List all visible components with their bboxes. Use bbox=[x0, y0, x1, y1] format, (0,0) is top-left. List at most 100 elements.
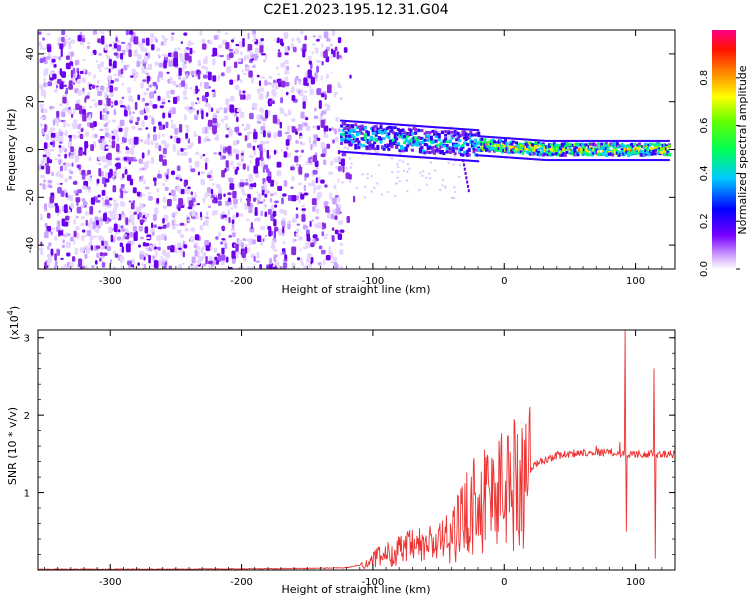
heatmap-cell bbox=[440, 149, 444, 153]
heatmap-cell bbox=[428, 151, 432, 155]
heatmap-cell bbox=[475, 148, 479, 152]
heatmap-cell bbox=[637, 142, 641, 146]
heatmap-cell bbox=[530, 138, 533, 141]
heatmap-cell bbox=[337, 37, 342, 44]
heatmap-cell bbox=[235, 43, 240, 47]
heatmap-cell bbox=[184, 115, 187, 121]
heatmap-cell bbox=[647, 159, 650, 162]
heatmap-cell bbox=[631, 159, 634, 162]
heatmap-cell bbox=[393, 132, 397, 136]
heatmap-cell bbox=[344, 140, 348, 144]
heatmap-cell bbox=[212, 58, 216, 66]
heatmap-cell bbox=[445, 158, 448, 161]
heatmap-cell bbox=[280, 62, 286, 68]
heatmap-cell bbox=[329, 192, 332, 200]
heatmap-cell bbox=[581, 153, 585, 157]
heatmap-cell bbox=[202, 251, 206, 258]
heatmap-cell bbox=[247, 44, 253, 51]
heatmap-cell bbox=[205, 112, 209, 117]
heatmap-cell bbox=[459, 145, 463, 149]
heatmap-cell bbox=[579, 159, 582, 162]
heatmap-cell bbox=[161, 101, 166, 105]
heatmap-cell bbox=[371, 128, 375, 132]
heatmap-cell bbox=[573, 139, 576, 142]
heatmap-cell bbox=[385, 122, 388, 125]
heatmap-cell bbox=[450, 126, 453, 129]
heatmap-cell bbox=[203, 137, 207, 143]
heatmap-cell bbox=[537, 141, 541, 145]
heatmap-cell bbox=[128, 98, 134, 102]
heatmap-cell bbox=[530, 146, 534, 150]
heatmap-cell bbox=[494, 136, 497, 139]
heatmap-cell bbox=[298, 236, 303, 241]
heatmap-cell bbox=[128, 49, 132, 58]
heatmap-cell bbox=[316, 88, 322, 96]
heatmap-cell bbox=[144, 115, 148, 120]
heatmap-cell bbox=[663, 144, 667, 148]
x-tick-label: -200 bbox=[230, 276, 253, 287]
heatmap-cell bbox=[461, 145, 465, 149]
heatmap-cell bbox=[362, 127, 366, 131]
heatmap-cell bbox=[444, 137, 448, 141]
heatmap-cell bbox=[170, 135, 173, 139]
heatmap-cell bbox=[411, 148, 415, 152]
heatmap-cell bbox=[176, 185, 181, 191]
heatmap-cell bbox=[406, 124, 409, 127]
heatmap-cell bbox=[179, 234, 185, 238]
heatmap-cell bbox=[121, 211, 125, 215]
heatmap-cell bbox=[634, 159, 637, 162]
heatmap-cell bbox=[458, 147, 462, 151]
heatmap-cell bbox=[382, 137, 386, 141]
heatmap-cell bbox=[409, 138, 413, 142]
heatmap-cell bbox=[337, 165, 342, 172]
heatmap-cell bbox=[305, 241, 310, 249]
heatmap-cell bbox=[598, 139, 601, 142]
heatmap-cell bbox=[330, 52, 334, 59]
heatmap-cell bbox=[540, 151, 544, 155]
heatmap-cell bbox=[141, 97, 146, 102]
heatmap-cell bbox=[365, 139, 369, 143]
heatmap-cell bbox=[212, 199, 216, 204]
heatmap-cell bbox=[397, 170, 400, 173]
heatmap-cell bbox=[95, 199, 101, 203]
heatmap-cell bbox=[94, 229, 97, 233]
heatmap-cell bbox=[660, 150, 664, 154]
heatmap-cell bbox=[363, 121, 366, 124]
heatmap-cell bbox=[102, 213, 108, 222]
heatmap-cell bbox=[653, 149, 657, 153]
heatmap-cell bbox=[77, 89, 82, 96]
heatmap-cell bbox=[452, 163, 455, 166]
heatmap-cell bbox=[548, 159, 551, 162]
heatmap-cell bbox=[97, 38, 102, 44]
heatmap-cell bbox=[178, 84, 182, 89]
heatmap-cell bbox=[615, 159, 618, 162]
heatmap-cell bbox=[183, 244, 188, 249]
heatmap-cell bbox=[129, 148, 135, 155]
heatmap-cell bbox=[442, 152, 446, 156]
heatmap-cell bbox=[223, 115, 229, 121]
heatmap-cell bbox=[271, 240, 275, 246]
heatmap-cell bbox=[567, 139, 570, 142]
heatmap-cell bbox=[68, 80, 73, 90]
heatmap-cell bbox=[644, 142, 648, 146]
heatmap-cell bbox=[147, 52, 150, 59]
heatmap-cell bbox=[190, 263, 193, 266]
heatmap-cell bbox=[417, 156, 420, 159]
heatmap-cell bbox=[122, 49, 126, 56]
heatmap-cell bbox=[261, 53, 266, 56]
heatmap-cell bbox=[74, 248, 79, 255]
heatmap-cell bbox=[67, 261, 70, 268]
heatmap-cell bbox=[217, 200, 222, 206]
heatmap-cell bbox=[340, 135, 344, 139]
heatmap-cell bbox=[56, 110, 60, 118]
heatmap-cell bbox=[510, 140, 514, 144]
heatmap-cell bbox=[521, 146, 525, 150]
heatmap-cell bbox=[500, 142, 504, 146]
heatmap-cell bbox=[170, 89, 175, 95]
heatmap-cell bbox=[76, 215, 79, 219]
heatmap-cell bbox=[333, 261, 338, 267]
heatmap-cell bbox=[437, 152, 440, 155]
heatmap-cell bbox=[120, 100, 123, 105]
heatmap-cell bbox=[301, 261, 304, 266]
heatmap-cell bbox=[441, 179, 444, 182]
